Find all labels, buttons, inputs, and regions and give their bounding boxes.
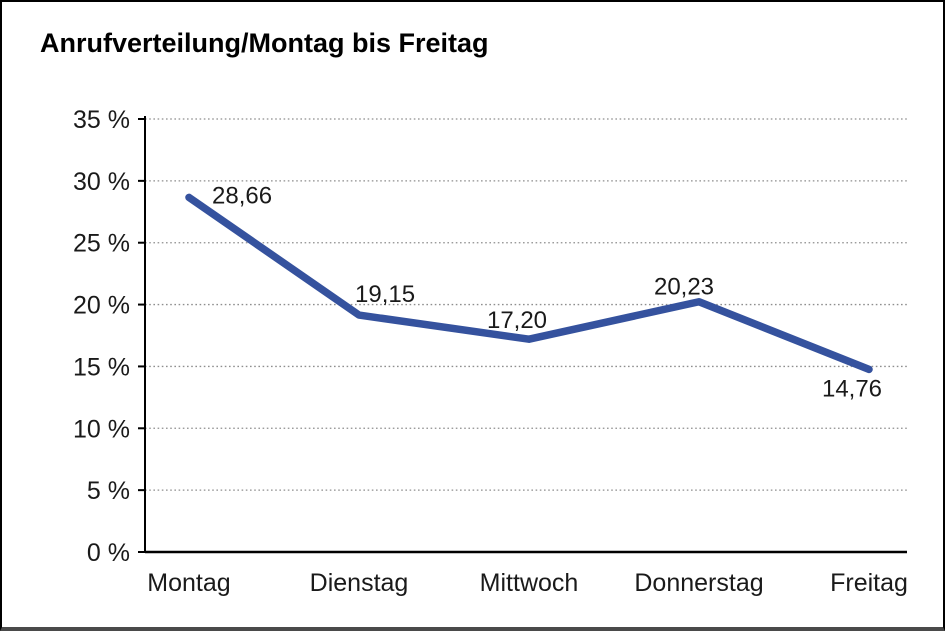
y-axis-tick-label: 25 %	[73, 230, 130, 258]
y-axis-tick-label: 30 %	[73, 168, 130, 196]
x-axis-category-label: Montag	[147, 569, 230, 597]
x-axis-category-label: Freitag	[830, 569, 908, 597]
data-point-label: 14,76	[822, 375, 882, 402]
data-series-line	[185, 193, 873, 374]
x-axis-category-label: Donnerstag	[634, 569, 763, 597]
y-axis-tick-label: 20 %	[73, 292, 130, 320]
y-axis-tick-label: 5 %	[87, 477, 130, 505]
data-point-label: 19,15	[355, 281, 415, 308]
y-axis-tick-label: 35 %	[73, 106, 130, 134]
data-point-label: 28,66	[212, 182, 272, 209]
y-axis-tick-label: 10 %	[73, 415, 130, 443]
x-axis-category-label: Dienstag	[310, 569, 409, 597]
y-axis-tick-label: 0 %	[87, 539, 130, 567]
data-point-label: 17,20	[487, 307, 547, 334]
y-axis-tick-label: 15 %	[73, 353, 130, 381]
chart-title: Anrufverteilung/Montag bis Freitag	[40, 28, 489, 58]
x-axis-category-label: Mittwoch	[480, 569, 579, 597]
data-point-label: 20,23	[654, 274, 714, 301]
